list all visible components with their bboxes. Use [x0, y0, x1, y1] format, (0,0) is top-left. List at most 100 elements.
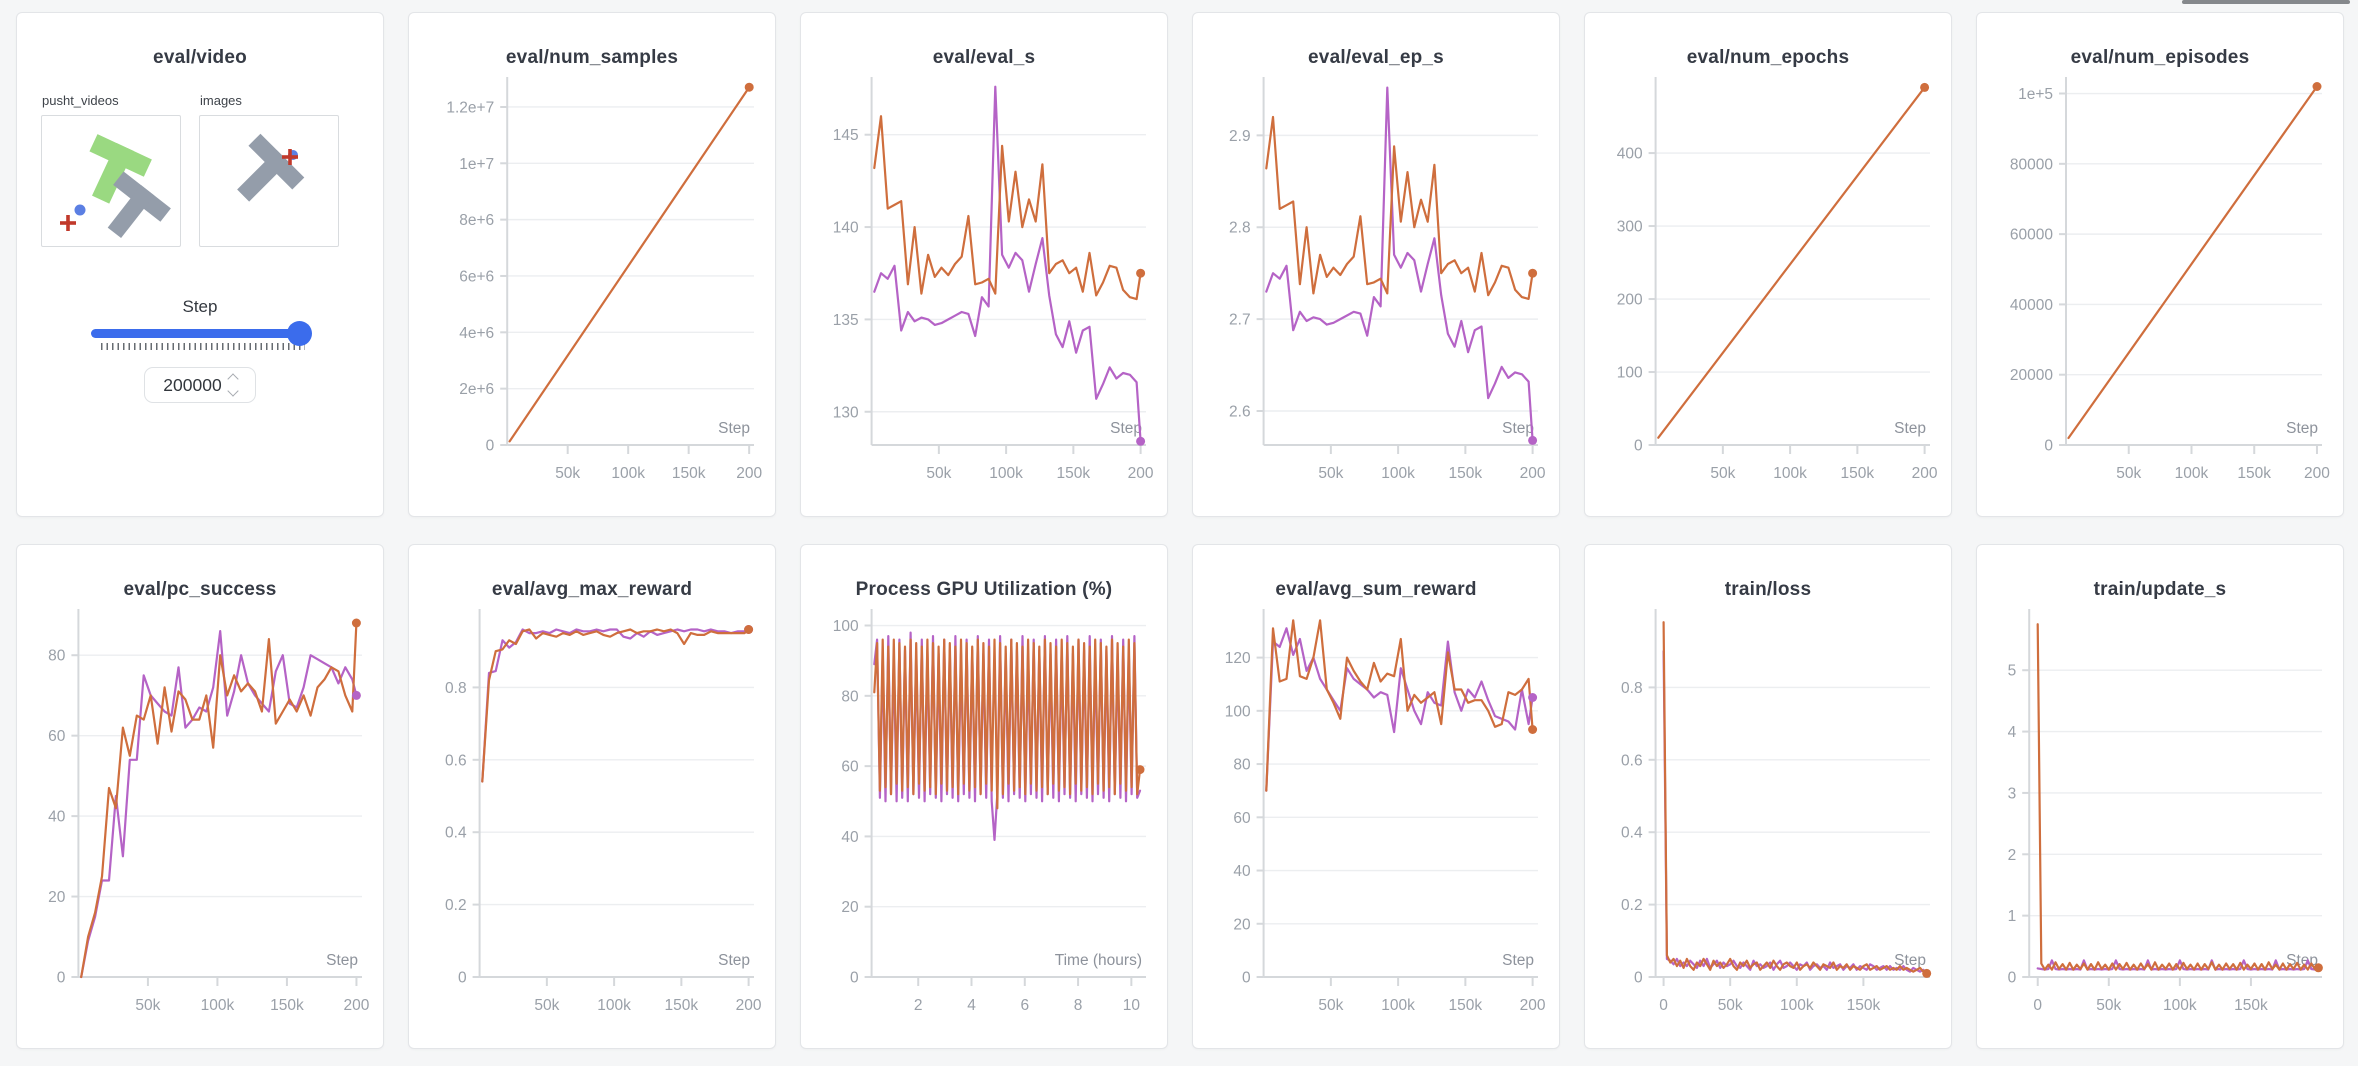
series-end-dot-orange: [1528, 725, 1538, 734]
y-tick-label: 80: [1233, 757, 1251, 774]
y-tick-label: 3: [2008, 785, 2017, 802]
x-tick-label: 100k: [989, 465, 1023, 482]
y-tick-label: 20: [48, 889, 66, 906]
x-tick-label: 200: [736, 465, 762, 482]
y-tick-label: 300: [1617, 219, 1643, 236]
series-line-purple: [80, 630, 358, 979]
chart-panel-eval-num-episodes: eval/num_episodes 0 20000 40000 60000 80000 1…: [1976, 12, 2344, 517]
y-tick-label: 2.6: [1229, 404, 1251, 421]
media-thumbnails: pusht_videos: [17, 71, 383, 247]
x-tick-label: 50k: [1318, 465, 1343, 482]
chevron-down-icon[interactable]: [227, 385, 239, 397]
series-end-dot-orange: [1528, 268, 1538, 278]
y-tick-label: 1.2e+7: [446, 99, 494, 116]
chart-canvas[interactable]: 0 0.2 0.4 0.6 0.8 50k 100k 150k 200 Step: [418, 603, 766, 1033]
step-input-spinner[interactable]: [227, 373, 239, 397]
y-tick-label: 0: [1634, 438, 1643, 455]
chart-canvas[interactable]: 0 20 40 60 80 50k 100k 150k 200 Step: [26, 603, 374, 1033]
series-line-orange: [1662, 621, 1928, 975]
series-end-dot-purple: [1136, 436, 1146, 446]
chart-panel-eval-pc-success: eval/pc_success 0 20 40 60 80 50k 100k 150k 200 S…: [16, 544, 384, 1049]
x-tick-label: 50k: [1318, 997, 1343, 1014]
media-key-label: pusht_videos: [42, 93, 119, 108]
pusht-block-t-shape: [107, 171, 171, 239]
y-tick-label: 0.6: [1621, 752, 1643, 769]
y-tick-label: 0: [2008, 970, 2017, 987]
chart-canvas[interactable]: 0 2e+6 4e+6 6e+6 8e+6 1e+7 1.2e+7 50k 100k 150k 20…: [418, 71, 766, 501]
y-tick-label: 40000: [2010, 297, 2053, 314]
step-slider[interactable]: [91, 321, 312, 350]
target-cross-icon: [282, 149, 298, 165]
x-tick-label: 6: [1020, 997, 1029, 1014]
media-key-label: images: [200, 93, 242, 108]
chevron-up-icon[interactable]: [227, 373, 239, 385]
x-axis-title: Step: [718, 952, 750, 969]
chart-canvas[interactable]: 130 135 140 145 50k 100k 150k 200 Step: [810, 71, 1158, 501]
x-tick-label: 150k: [672, 465, 706, 482]
x-tick-label: 100k: [611, 465, 645, 482]
series-line-orange: [80, 621, 358, 979]
chart-panel-train-loss: train/loss 0 0.2 0.4 0.6 0.8 0 50k 100k 150k Step: [1584, 544, 1952, 1049]
y-tick-label: 0.2: [445, 897, 467, 914]
y-tick-label: 135: [833, 312, 859, 329]
y-tick-label: 4: [2008, 724, 2017, 741]
chart-canvas[interactable]: 0 100 200 300 400 50k 100k 150k 200 Step: [1594, 71, 1942, 501]
x-tick-label: 50k: [555, 465, 580, 482]
x-tick-label: 50k: [1710, 465, 1735, 482]
slider-handle[interactable]: [287, 321, 312, 346]
chart-panel-eval-eval-s: eval/eval_s 130 135 140 145 50k 100k 150k 200 St…: [800, 12, 1168, 517]
step-number-input[interactable]: 200000: [144, 367, 256, 403]
chart-host: 0 20000 40000 60000 80000 1e+5 50k 100k 150k 200 S…: [1986, 71, 2334, 501]
y-tick-label: 80: [48, 648, 66, 665]
chart-canvas[interactable]: 0 20 40 60 80 100 120 50k 100k 150k 200 Step: [1202, 603, 1550, 1033]
x-tick-label: 200: [1128, 465, 1154, 482]
chart-canvas[interactable]: 0 20000 40000 60000 80000 1e+5 50k 100k 150k 200 S…: [1986, 71, 2334, 501]
series-end-dot-orange: [744, 82, 754, 92]
chart-canvas[interactable]: 0 0.2 0.4 0.6 0.8 0 50k 100k 150k Step: [1594, 603, 1942, 1033]
x-tick-label: 150k: [2237, 465, 2271, 482]
y-tick-label: 145: [833, 127, 859, 144]
x-tick-label: 50k: [1718, 997, 1743, 1014]
panel-title: eval/pc_success: [123, 579, 277, 600]
y-tick-label: 2.9: [1229, 128, 1251, 145]
chart-canvas[interactable]: 2.6 2.7 2.8 2.9 50k 100k 150k 200 Step: [1202, 71, 1550, 501]
chart-panel-eval-avg-sum-reward: eval/avg_sum_reward 0 20 40 60 80 100 120 50k 10…: [1192, 544, 1560, 1049]
image-thumbnail[interactable]: [199, 115, 339, 247]
panel-title: eval/num_episodes: [2070, 47, 2250, 68]
y-tick-label: 60: [841, 759, 859, 776]
series-line-orange: [873, 115, 1142, 301]
x-axis-title: Step: [1110, 420, 1142, 437]
y-tick-label: 4e+6: [459, 325, 494, 342]
y-tick-label: 0: [486, 438, 495, 455]
panel-title: eval/avg_max_reward: [491, 579, 693, 600]
chart-canvas[interactable]: 0 20 40 60 80 100 2 4 6 8 10 Time (hours): [810, 603, 1158, 1033]
panel-title: train/loss: [1724, 579, 1812, 600]
series-line-purple: [1265, 86, 1534, 442]
y-tick-label: 100: [1225, 703, 1251, 720]
series-line-orange: [508, 86, 751, 443]
x-tick-label: 100k: [1381, 465, 1415, 482]
x-axis-title: Step: [1894, 420, 1926, 437]
x-tick-label: 150k: [665, 997, 699, 1014]
panel-title: eval/avg_sum_reward: [1275, 579, 1477, 600]
y-tick-label: 6e+6: [459, 268, 494, 285]
series-line-orange: [2067, 85, 2319, 440]
chart-panel-process-gpu-utilization: Process GPU Utilization (%) 0 20 40 60 80 100…: [800, 544, 1168, 1049]
slider-track[interactable]: [91, 321, 312, 346]
x-tick-label: 50k: [135, 997, 160, 1014]
y-tick-label: 60000: [2010, 227, 2053, 244]
chart-host: 0 20 40 60 80 100 2 4 6 8 10 Time (hours): [810, 603, 1158, 1033]
video-thumbnail-pusht[interactable]: [41, 115, 181, 247]
x-tick-label: 200: [344, 997, 370, 1014]
x-tick-label: 150k: [1057, 465, 1091, 482]
y-tick-label: 40: [1233, 863, 1251, 880]
series-line-orange: [873, 638, 1142, 810]
chart-host: 0 20 40 60 80 100 120 50k 100k 150k 200 Step: [1202, 603, 1550, 1033]
y-tick-label: 0: [1242, 970, 1251, 987]
x-tick-label: 100k: [2163, 997, 2197, 1014]
y-tick-label: 400: [1617, 146, 1643, 163]
x-tick-label: 200: [1520, 997, 1546, 1014]
y-tick-label: 140: [833, 220, 859, 237]
y-tick-label: 40: [48, 809, 66, 826]
